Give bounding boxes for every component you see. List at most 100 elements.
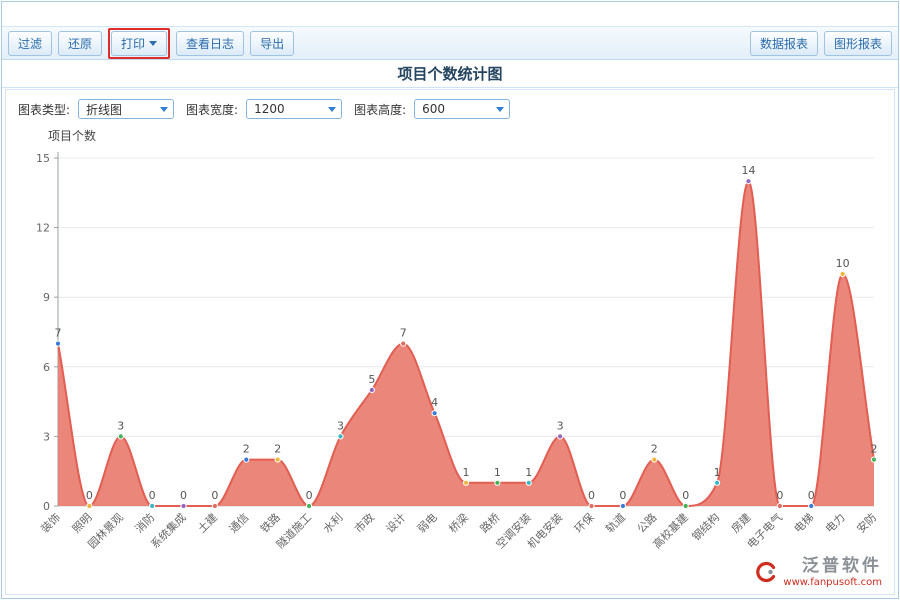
data-point[interactable] — [745, 178, 752, 185]
watermark-text: 泛普软件 www.fanpusoft.com — [783, 556, 882, 588]
value-label: 0 — [86, 489, 93, 502]
value-label: 0 — [808, 489, 815, 502]
x-category-label: 装饰 — [38, 510, 63, 535]
value-label: 0 — [211, 489, 218, 502]
value-label: 7 — [400, 327, 407, 340]
value-label: 2 — [871, 443, 878, 456]
x-category-label: 环保 — [571, 510, 596, 535]
data-point[interactable] — [117, 433, 124, 440]
data-point[interactable] — [337, 433, 344, 440]
chart-width-value: 1200 — [254, 102, 285, 116]
x-category-label: 市政 — [352, 510, 377, 535]
watermark-url: www.fanpusoft.com — [783, 576, 882, 588]
chart-type-label: 图表类型: — [18, 102, 71, 117]
chevron-down-icon — [328, 106, 337, 112]
data-point[interactable] — [808, 502, 815, 510]
data-point[interactable] — [494, 479, 501, 486]
data-point[interactable] — [839, 270, 846, 278]
fanpu-logo-icon — [756, 562, 776, 583]
chart-height-value: 600 — [422, 102, 446, 116]
data-point[interactable] — [557, 433, 564, 440]
export-button[interactable]: 导出 — [250, 30, 295, 56]
view-log-button[interactable]: 查看日志 — [176, 30, 245, 56]
data-point[interactable] — [368, 386, 375, 394]
value-label: 0 — [776, 489, 783, 502]
y-tick-label: 6 — [43, 361, 50, 374]
data-point[interactable] — [619, 502, 627, 510]
value-label: 1 — [525, 466, 532, 479]
page-title: 项目个数统计图 — [397, 65, 503, 83]
data-point[interactable] — [776, 502, 783, 510]
x-category-label: 通信 — [227, 511, 252, 536]
data-point[interactable] — [211, 502, 219, 510]
data-point[interactable] — [588, 502, 595, 510]
value-label: 14 — [741, 164, 755, 177]
x-category-label: 铁路 — [258, 511, 283, 536]
x-category-label: 机电安装 — [524, 510, 565, 551]
data-point[interactable] — [274, 456, 281, 463]
data-point[interactable] — [870, 456, 878, 463]
area-fill — [58, 181, 874, 506]
value-label: 0 — [306, 489, 313, 502]
chart-type-value: 折线图 — [86, 102, 123, 117]
data-point[interactable] — [682, 502, 689, 510]
toolbar-left: 过滤 还原 打印 查看日志 导出 — [8, 27, 295, 59]
chart-width-select[interactable]: 1200 — [246, 99, 343, 119]
chart-controls: 图表类型: 折线图 图表宽度: 1200 图表高度: 600 — [6, 90, 894, 123]
y-tick-label: 0 — [43, 500, 50, 513]
data-point[interactable] — [462, 479, 470, 486]
value-label: 2 — [274, 443, 281, 456]
data-point[interactable] — [431, 410, 438, 417]
chart-height-select[interactable]: 600 — [414, 99, 511, 119]
value-label: 1 — [714, 466, 721, 479]
value-label: 2 — [243, 443, 250, 456]
restore-button[interactable]: 还原 — [58, 30, 103, 56]
data-report-button[interactable]: 数据报表 — [749, 30, 818, 56]
graph-report-button[interactable]: 图形报表 — [823, 30, 892, 56]
filter-button[interactable]: 过滤 — [8, 30, 53, 56]
chart-width-label: 图表宽度: — [186, 102, 239, 117]
value-label: 7 — [55, 327, 62, 340]
value-label: 4 — [431, 396, 438, 409]
x-category-label: 水利 — [321, 511, 346, 536]
data-point[interactable] — [86, 502, 93, 510]
x-category-label: 弱电 — [415, 511, 440, 536]
data-point[interactable] — [651, 456, 658, 463]
x-category-label: 隧道施工 — [273, 510, 314, 551]
data-point[interactable] — [525, 479, 532, 486]
chart-svg: 0 3 6 9 12 15 7 0 3 0 0 0 2 2 0 3 5 7 4 1 1 1 3 0 0 2 0 1 14 0 0 10 2 装饰照… — [36, 152, 879, 551]
x-category-label: 桥梁 — [446, 510, 471, 535]
y-tick-label: 12 — [36, 222, 50, 235]
top-strip — [2, 2, 898, 27]
chart-type-select[interactable]: 折线图 — [78, 99, 175, 119]
x-category-label: 系统集成 — [148, 510, 189, 551]
data-point[interactable] — [180, 502, 187, 510]
value-label: 10 — [836, 257, 850, 270]
value-label: 0 — [619, 489, 626, 502]
x-category-label: 照明 — [70, 511, 95, 536]
data-point[interactable] — [54, 340, 62, 347]
toolbar-right: 数据报表 图形报表 — [749, 30, 892, 56]
line-area-chart[interactable]: 0 3 6 9 12 15 7 0 3 0 0 0 2 2 0 3 5 7 4 1 1 1 3 0 0 2 0 1 14 0 0 10 2 装饰照… — [8, 144, 894, 568]
print-button-highlight-box: 打印 — [108, 27, 171, 59]
value-label: 3 — [557, 419, 564, 432]
y-tick-label: 15 — [36, 152, 50, 165]
data-point[interactable] — [149, 502, 156, 510]
value-label: 3 — [337, 419, 344, 432]
print-button[interactable]: 打印 — [111, 30, 168, 56]
data-point[interactable] — [713, 479, 721, 486]
x-category-label: 房建 — [728, 510, 753, 535]
x-category-label: 安防 — [854, 510, 879, 535]
data-point[interactable] — [400, 340, 407, 347]
x-category-label: 轨道 — [603, 510, 628, 535]
title-bar: 项目个数统计图 — [2, 60, 898, 88]
watermark: 泛普软件 www.fanpusoft.com — [755, 556, 882, 588]
data-point[interactable] — [243, 456, 250, 463]
y-axis-title: 项目个数 — [48, 129, 97, 143]
data-point[interactable] — [305, 502, 313, 510]
value-label: 0 — [588, 489, 595, 502]
chart-height-label: 图表高度: — [354, 102, 407, 117]
chevron-down-icon — [160, 106, 169, 112]
chevron-down-icon — [149, 40, 158, 46]
